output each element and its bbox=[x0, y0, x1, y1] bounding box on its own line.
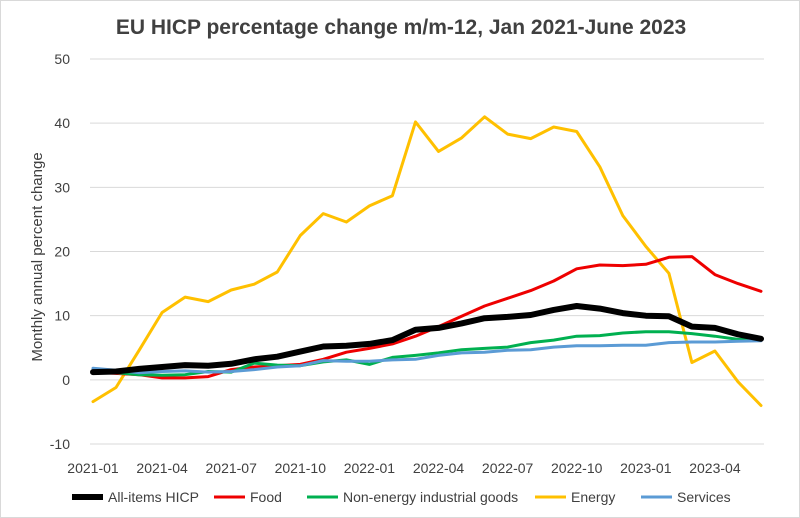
y-tick-label: 30 bbox=[54, 179, 70, 195]
y-tick-label: 0 bbox=[62, 372, 70, 388]
x-tick-label: 2021-04 bbox=[136, 460, 188, 476]
y-tick-label: 40 bbox=[54, 115, 70, 131]
x-tick-label: 2021-01 bbox=[67, 460, 119, 476]
x-tick-label: 2022-04 bbox=[413, 460, 465, 476]
legend-label-services: Services bbox=[677, 489, 731, 505]
y-tick-labels: -10 0 10 20 30 40 50 bbox=[50, 51, 70, 452]
legend-label-non-energy-industrial-goods: Non-energy industrial goods bbox=[343, 489, 518, 505]
legend-label-food: Food bbox=[250, 489, 282, 505]
legend: All-items HICP Food Non-energy industrial … bbox=[72, 489, 731, 505]
y-tick-label: 10 bbox=[54, 308, 70, 324]
series-line-energy bbox=[91, 115, 763, 407]
y-axis-label: Monthly annual percent change bbox=[29, 152, 46, 361]
y-tick-label: 50 bbox=[54, 51, 70, 67]
series-line-services bbox=[91, 339, 763, 375]
x-tick-label: 2023-01 bbox=[620, 460, 672, 476]
y-tick-label: -10 bbox=[50, 436, 70, 452]
x-tick-label: 2022-07 bbox=[482, 460, 534, 476]
legend-label-all-items-hicp: All-items HICP bbox=[108, 489, 199, 505]
x-tick-label: 2022-01 bbox=[344, 460, 396, 476]
series-line-non-energy-industrial-goods bbox=[91, 330, 763, 377]
series-line-all-items-hicp bbox=[90, 303, 764, 376]
series-lines bbox=[90, 115, 764, 407]
x-tick-label: 2021-07 bbox=[206, 460, 258, 476]
x-tick-labels: 2021-01 2021-04 2021-07 2021-10 2022-01 2022-… bbox=[67, 460, 741, 476]
legend-label-energy: Energy bbox=[571, 489, 615, 505]
chart-title: EU HICP percentage change m/m-12, Jan 20… bbox=[116, 16, 686, 39]
x-tick-label: 2021-10 bbox=[275, 460, 327, 476]
y-tick-label: 20 bbox=[54, 244, 70, 260]
gridlines bbox=[90, 58, 764, 445]
x-tick-label: 2022-10 bbox=[551, 460, 603, 476]
x-tick-label: 2023-04 bbox=[689, 460, 741, 476]
